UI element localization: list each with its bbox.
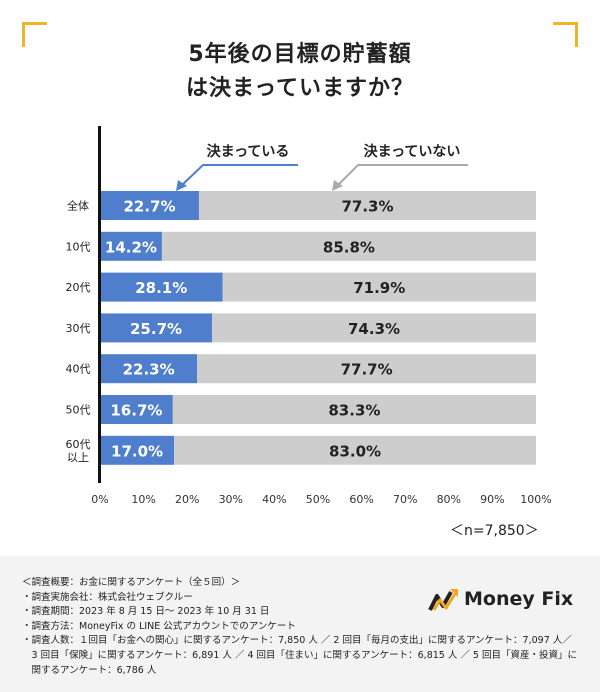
- stacked-bar-chart: 22.7% 77.3% 全体 14.2% 85.8% 10代 28.1% 71.9% 20代 25…: [66, 126, 552, 506]
- data-label-series-2: 77.7%: [341, 361, 393, 379]
- corner-decoration-right: [553, 22, 578, 47]
- category-label: 40代: [66, 363, 91, 376]
- data-label-series-2: 85.8%: [323, 238, 375, 256]
- data-label-series-1: 22.7%: [123, 198, 175, 216]
- category-label: 50代: [66, 404, 91, 417]
- note-line: ・調査実施会社：株式会社ウェブクルー: [22, 591, 193, 603]
- x-tick-label: 50%: [306, 493, 330, 506]
- category-label: 20代: [66, 281, 91, 294]
- bar-series-1: [100, 354, 198, 384]
- bar-series-1: [100, 191, 199, 220]
- data-label-series-2: 71.9%: [353, 279, 405, 297]
- legend-arrowhead-series-1: [176, 180, 187, 191]
- bar-series-2: [161, 231, 537, 261]
- legend-label-series-2: 決まっていない: [364, 143, 461, 160]
- note-line: 関するアンケート：6,786 人: [22, 664, 157, 676]
- category-label: 以上: [67, 451, 89, 464]
- chart-title-line-2: は決まっていますか？: [185, 76, 415, 101]
- bar-series-2: [222, 272, 537, 302]
- category-label: 30代: [66, 322, 91, 335]
- data-label-series-1: 16.7%: [110, 402, 162, 420]
- x-tick-label: 100%: [520, 493, 551, 506]
- data-label-series-1: 22.3%: [123, 361, 175, 379]
- bar-series-2: [174, 435, 536, 465]
- legend-label-series-1: 決まっている: [207, 143, 290, 160]
- survey-notes: ＜調査概要：お金に関するアンケート（全５回）＞ ・調査実施会社：株式会社ウェブク…: [22, 576, 577, 678]
- bar-series-2: [212, 313, 536, 343]
- x-tick-label: 30%: [219, 493, 243, 506]
- y-axis-line: [98, 126, 101, 483]
- data-label-series-1: 17.0%: [111, 442, 163, 460]
- note-line: ・調査期間：2023 年 8 月 15 日～ 2023 年 10 月 31 日: [22, 606, 270, 618]
- category-label: 全体: [67, 199, 89, 213]
- x-tick-label: 80%: [437, 493, 461, 506]
- data-label-series-2: 74.3%: [348, 320, 400, 338]
- bar-series-1: [100, 395, 173, 424]
- category-label: 60代: [66, 438, 91, 451]
- bar-series-1: [100, 231, 162, 261]
- bar-series-1: [100, 272, 223, 302]
- logo-text: Money Fix: [464, 588, 574, 610]
- data-label-series-1: 28.1%: [135, 279, 187, 297]
- x-tick-label: 20%: [175, 493, 199, 506]
- bar-series-2: [197, 354, 536, 384]
- money-fix-logo-icon: [428, 589, 458, 611]
- survey-notes-panel: [0, 556, 600, 692]
- x-tick-label: 40%: [262, 493, 286, 506]
- category-label: 10代: [66, 240, 91, 253]
- x-tick-label: 70%: [393, 493, 417, 506]
- corner-decoration-left: [22, 22, 47, 47]
- chart-title-line-1: 5年後の目標の貯蓄額: [188, 42, 412, 67]
- sample-size-label: ＜n=7,850＞: [450, 523, 539, 539]
- data-label-series-2: 83.3%: [328, 402, 380, 420]
- data-label-series-1: 25.7%: [130, 320, 182, 338]
- note-line: 3 回目「保険」に関するアンケート：6,891 人 ／ 4 回目「住まい」に関す…: [22, 649, 577, 661]
- data-label-series-1: 14.2%: [105, 238, 157, 256]
- bar-series-1: [100, 435, 175, 465]
- legend-arrow-series-2: [336, 164, 468, 187]
- data-label-series-2: 83.0%: [329, 442, 381, 460]
- money-fix-logo: Money Fix: [428, 586, 573, 612]
- legend-arrow-series-1: [180, 164, 298, 187]
- x-tick-label: 10%: [131, 493, 155, 506]
- data-label-series-2: 77.3%: [341, 198, 393, 216]
- bar-series-2: [198, 191, 537, 220]
- note-line: ・調査方法：MoneyFix の LINE 公式アカウントでのアンケート: [22, 620, 296, 632]
- x-tick-label: 90%: [480, 493, 504, 506]
- note-line: ＜調査概要：お金に関するアンケート（全５回）＞: [22, 577, 241, 588]
- bar-series-2: [172, 395, 536, 424]
- bar-series-1: [100, 313, 213, 343]
- note-line: ・調査人数：１回目「お金への関心」に関するアンケート：7,850 人 ／ 2 回…: [22, 635, 572, 647]
- x-tick-label: 60%: [349, 493, 373, 506]
- x-tick-label: 0%: [91, 493, 108, 506]
- legend-arrowhead-series-2: [332, 180, 343, 191]
